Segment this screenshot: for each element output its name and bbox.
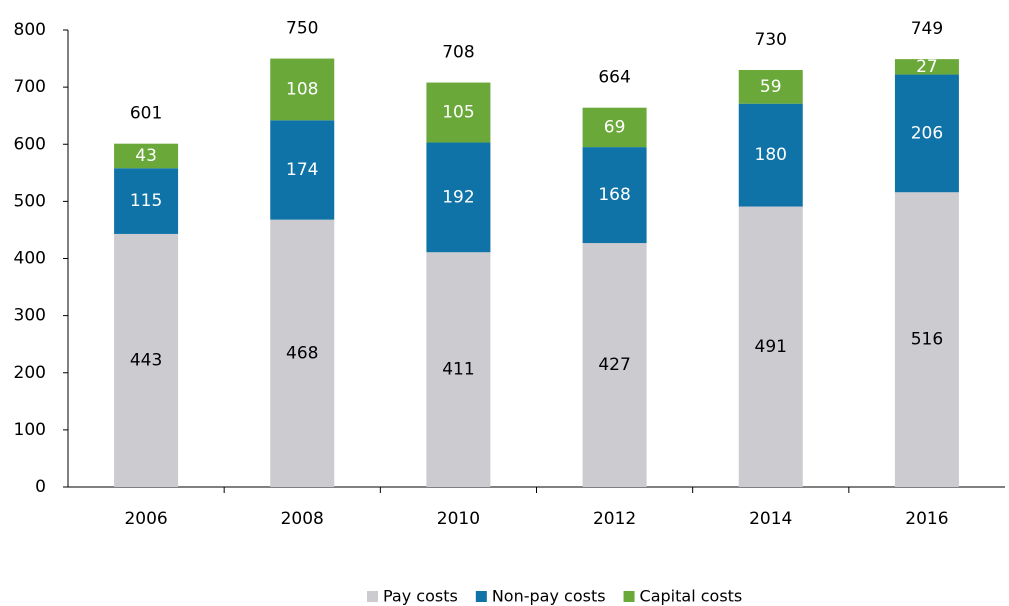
- value-label: 443: [130, 350, 162, 370]
- bar-segment: [582, 243, 647, 487]
- bar-segment: [270, 58, 335, 121]
- bar-segment: [114, 233, 179, 487]
- value-label: 206: [911, 123, 943, 143]
- y-tick-label: 700: [14, 77, 46, 97]
- y-tick-label: 100: [14, 420, 46, 440]
- legend-swatch: [623, 591, 635, 602]
- y-tick-label: 200: [14, 363, 46, 383]
- value-label: 108: [286, 79, 318, 99]
- y-tick-label: 600: [14, 134, 46, 154]
- bar-segment: [738, 69, 803, 104]
- legend-label: Pay costs: [383, 587, 458, 606]
- value-label: 43: [135, 146, 157, 166]
- y-tick-label: 800: [14, 20, 46, 40]
- y-tick-label: 300: [14, 306, 46, 326]
- value-label: 180: [755, 145, 787, 165]
- y-tick-label: 400: [14, 249, 46, 269]
- bar-segment: [114, 168, 179, 234]
- x-tick-label: 2012: [593, 509, 636, 529]
- bar-segment: [426, 142, 491, 253]
- bar-segment: [738, 103, 803, 207]
- x-tick-label: 2010: [437, 509, 480, 529]
- total-label: 730: [755, 30, 787, 50]
- value-label: 516: [911, 330, 943, 350]
- value-label: 27: [916, 57, 938, 77]
- bar-segment: [582, 147, 647, 244]
- x-tick-label: 2008: [281, 509, 324, 529]
- value-label: 411: [442, 360, 474, 380]
- y-tick-label: 0: [35, 477, 46, 497]
- total-label: 708: [442, 43, 474, 63]
- bar-segment: [894, 74, 959, 193]
- value-label: 174: [286, 160, 318, 180]
- bar-segment: [894, 192, 959, 488]
- bar-segment: [426, 252, 491, 487]
- bar-segment: [270, 219, 335, 487]
- bar-segment: [426, 82, 491, 143]
- x-tick-label: 2016: [905, 509, 948, 529]
- legend-label: Capital costs: [640, 587, 743, 606]
- value-label: 69: [604, 117, 626, 137]
- total-label: 601: [130, 104, 162, 124]
- value-label: 427: [598, 355, 630, 375]
- bar-segment: [270, 120, 335, 220]
- value-label: 491: [755, 337, 787, 357]
- total-label: 750: [286, 19, 318, 39]
- value-label: 168: [598, 185, 630, 205]
- total-label: 749: [911, 19, 943, 39]
- bar-segment: [738, 206, 803, 488]
- bar-segment: [582, 107, 647, 148]
- x-tick-label: 2006: [124, 509, 167, 529]
- x-tick-label: 2014: [749, 509, 792, 529]
- value-label: 468: [286, 343, 318, 363]
- value-label: 192: [442, 187, 474, 207]
- legend-swatch: [367, 591, 378, 602]
- legend-label: Non-pay costs: [492, 587, 606, 606]
- value-label: 115: [130, 191, 162, 211]
- value-label: 59: [760, 77, 782, 97]
- total-label: 664: [598, 68, 630, 88]
- value-label: 105: [442, 103, 474, 123]
- bar-segment: [894, 59, 959, 75]
- bar-segment: [114, 143, 179, 169]
- y-tick-label: 500: [14, 191, 46, 211]
- legend-swatch: [475, 591, 487, 602]
